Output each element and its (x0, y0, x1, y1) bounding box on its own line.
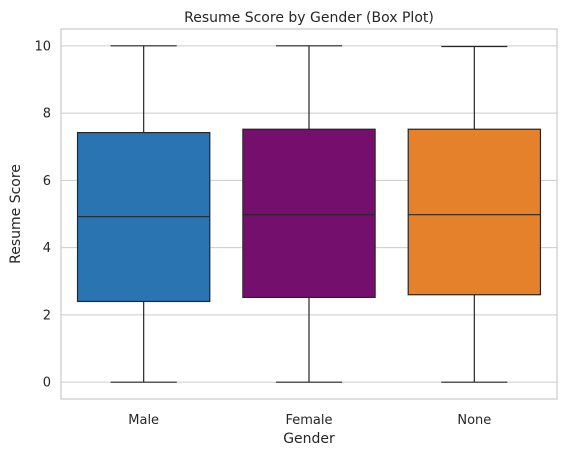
box-female (242, 45, 376, 383)
box-male (76, 45, 211, 383)
y-tick-label: 8 (43, 107, 51, 122)
chart-title: Resume Score by Gender (Box Plot) (184, 10, 434, 26)
y-axis-label: Resume Score (8, 164, 24, 264)
y-tick-label: 0 (43, 376, 51, 391)
y-tick-label: 10 (34, 39, 51, 54)
x-axis-label: Gender (283, 431, 335, 447)
x-axis-ticks: Male Female None (128, 413, 491, 428)
y-tick-label: 4 (43, 241, 51, 256)
box-none (407, 45, 542, 383)
box-series (76, 45, 542, 383)
y-tick-label: 6 (43, 174, 51, 189)
iqr-box (242, 128, 376, 299)
x-tick-label: None (457, 413, 491, 428)
plot-frame (60, 28, 558, 400)
x-tick-label: Male (128, 413, 159, 428)
x-tick-label: Female (285, 413, 332, 428)
y-tick-label: 2 (43, 308, 51, 323)
y-axis-ticks: 0 2 4 6 8 10 (34, 39, 51, 390)
iqr-box (407, 128, 542, 296)
